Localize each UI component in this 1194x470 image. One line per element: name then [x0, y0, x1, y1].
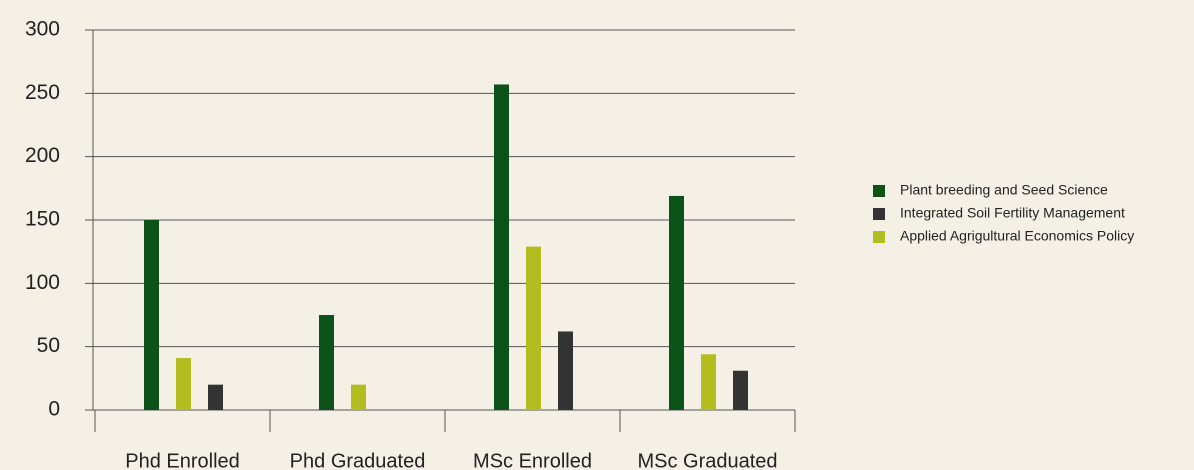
bar	[319, 315, 334, 410]
y-tick-label: 300	[25, 18, 60, 41]
bar	[733, 370, 748, 410]
legend-label: Integrated Soil Fertility Management	[900, 205, 1125, 221]
y-tick-label: 250	[25, 81, 60, 104]
y-tick-label: 0	[48, 398, 60, 421]
x-tick-label: Phd Graduated	[290, 450, 426, 470]
legend-swatch	[873, 231, 885, 243]
bar	[208, 384, 223, 410]
bar	[144, 220, 159, 410]
x-tick-label: MSc Graduated	[637, 450, 777, 470]
x-tick-label: MSc Enrolled	[473, 450, 592, 470]
y-tick-label: 100	[25, 271, 60, 294]
x-tick-label: Phd Enrolled	[125, 450, 240, 470]
y-tick-label: 150	[25, 208, 60, 231]
y-tick-label: 200	[25, 144, 60, 167]
legend-label: Applied Agrigultural Economics Policy	[900, 228, 1134, 244]
bar	[701, 354, 716, 410]
bar	[558, 331, 573, 410]
bar	[176, 358, 191, 410]
legend-label: Plant breeding and Seed Science	[900, 182, 1108, 198]
legend-swatch	[873, 208, 885, 220]
bar	[351, 384, 366, 410]
bar	[526, 246, 541, 410]
bar	[669, 195, 684, 410]
legend-swatch	[873, 185, 885, 197]
bar	[494, 84, 509, 410]
y-tick-label: 50	[37, 334, 60, 357]
